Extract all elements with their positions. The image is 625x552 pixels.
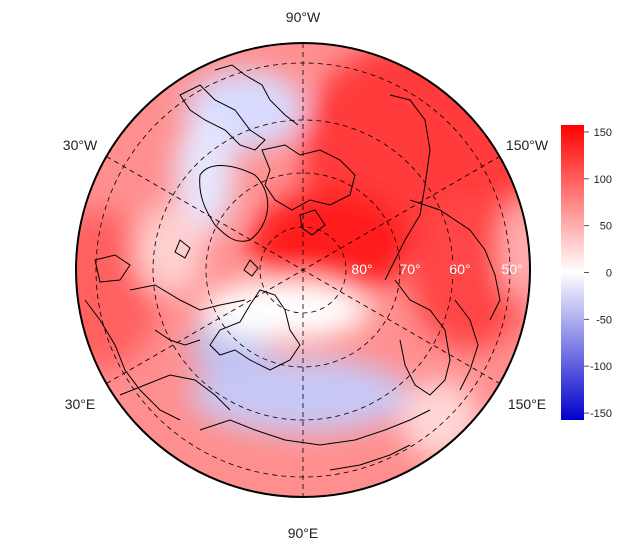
colorbar-gradient <box>561 125 584 420</box>
colorbar-tick-label: 50 <box>600 221 612 233</box>
lon-label-upper-left: 30°W <box>63 137 98 153</box>
colorbar-tick-label: 0 <box>606 268 612 280</box>
lat-label-50: 50° <box>501 261 522 277</box>
colorbar-tick-label: -100 <box>590 361 612 373</box>
colorbar-tick-label: -150 <box>590 408 612 420</box>
colorbar-ticks <box>584 131 589 414</box>
lat-label-60: 60° <box>449 261 470 277</box>
lon-label-upper-right: 150°W <box>506 137 549 153</box>
lon-label-lower-left: 30°E <box>65 396 96 412</box>
colorbar-tick-label: 100 <box>594 174 612 186</box>
colorbar-tick-label: 150 <box>594 127 612 139</box>
lon-label-bottom: 90°E <box>288 525 319 541</box>
latitude-circle-70 <box>205 172 401 368</box>
lat-label-70: 70° <box>399 261 420 277</box>
lon-label-lower-right: 150°E <box>508 396 546 412</box>
meridian-30e-150w <box>106 156 500 384</box>
graticule <box>95 43 511 497</box>
map-border <box>75 42 531 498</box>
lat-label-80: 80° <box>351 261 372 277</box>
colorbar: 150 100 50 0 -50 -100 -150 <box>561 125 612 420</box>
latitude-circle-60 <box>152 119 454 421</box>
colorbar-tick-label: -50 <box>596 314 612 326</box>
lon-label-top: 90°W <box>286 9 321 25</box>
